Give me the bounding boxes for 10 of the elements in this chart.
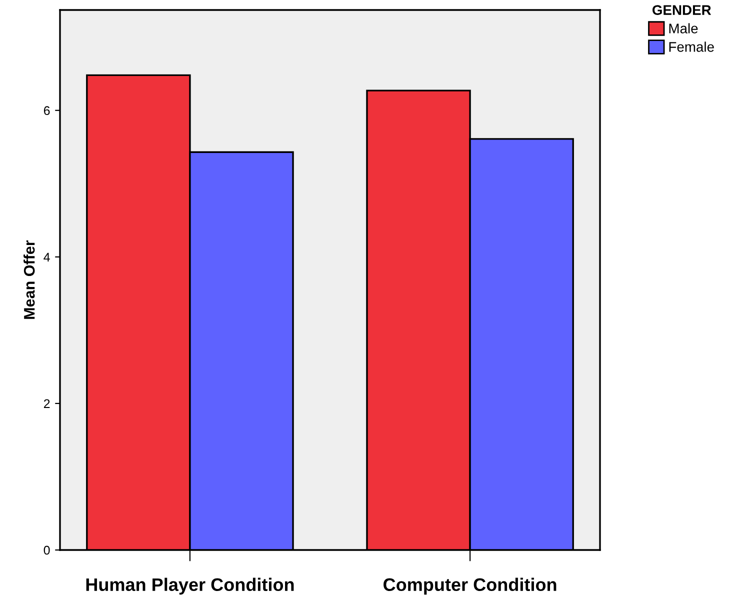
y-tick-label: 2 <box>44 399 50 408</box>
y-tick-label: 4 <box>44 252 50 262</box>
y-tick-label: 0 <box>44 546 50 555</box>
y-tick-label: 6 <box>44 106 50 116</box>
x-tick-label: Human Player Condition <box>86 578 294 595</box>
legend-label: Female <box>669 42 714 52</box>
legend-label: Male <box>669 23 698 34</box>
x-tick-label: Computer Condition <box>384 578 556 595</box>
y-axis-title: Mean Offer <box>24 240 35 319</box>
legend-title: GENDER <box>652 5 712 15</box>
